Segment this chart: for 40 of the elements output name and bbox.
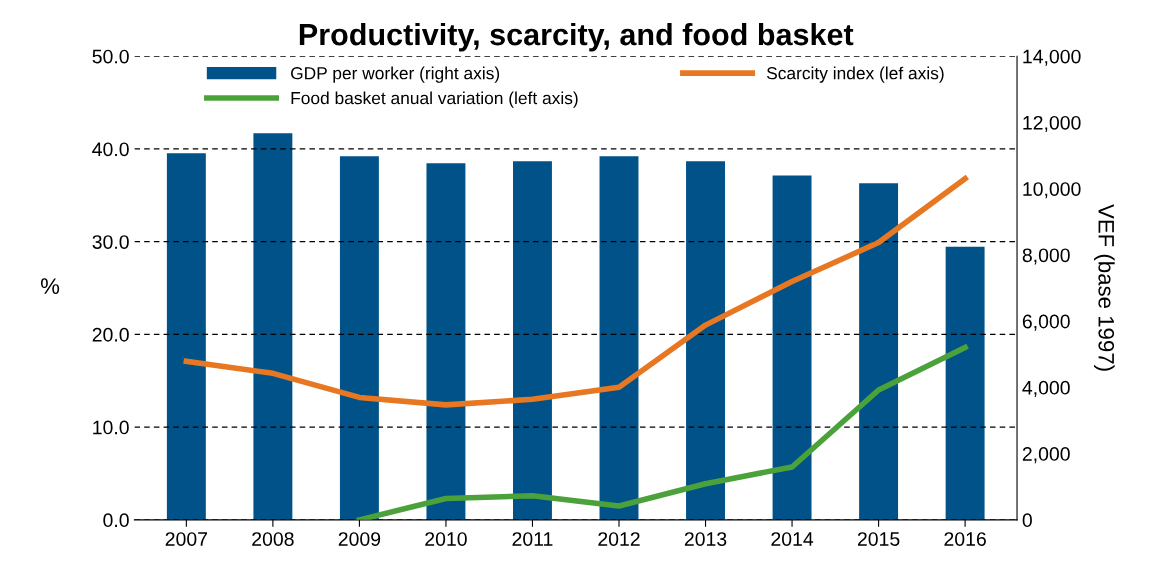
y-tick-label: 40.0 bbox=[92, 142, 129, 157]
bar bbox=[513, 161, 552, 520]
legend-label: Food basket anual variation (left axis) bbox=[291, 91, 578, 108]
bar bbox=[772, 175, 812, 520]
legend-label: GDP per worker (right axis) bbox=[291, 66, 500, 83]
y2-tick-label: 2,000 bbox=[1022, 447, 1070, 464]
x-tick-label: 2014 bbox=[771, 532, 814, 546]
legend-label: Scarcity index (lef axis) bbox=[766, 66, 944, 83]
x-tick-label: 2011 bbox=[512, 532, 553, 546]
bar bbox=[253, 133, 293, 520]
y-axis-title: % bbox=[40, 278, 60, 294]
y2-tick-label: 0 bbox=[1022, 513, 1032, 528]
y2-tick-label: 12,000 bbox=[1023, 115, 1081, 132]
bar bbox=[686, 161, 725, 520]
x-tick-label: 2012 bbox=[598, 532, 640, 546]
y2-axis-title: VEF (base 1997) bbox=[1093, 204, 1115, 371]
x-tick-label: 2015 bbox=[857, 532, 900, 546]
y-tick-label: 50.0 bbox=[92, 49, 129, 64]
x-tick-label: 2016 bbox=[944, 532, 986, 546]
x-tick-label: 2013 bbox=[684, 532, 727, 546]
bar bbox=[339, 156, 379, 520]
y2-tick-label: 14,000 bbox=[1023, 49, 1081, 66]
x-tick-label: 2010 bbox=[425, 532, 467, 546]
x-tick-label: 2008 bbox=[252, 532, 294, 546]
y-tick-label: 10.0 bbox=[93, 420, 129, 435]
bar bbox=[426, 163, 466, 520]
x-tick-label: 2007 bbox=[165, 532, 208, 546]
y2-tick-label: 8,000 bbox=[1022, 248, 1070, 265]
y2-tick-label: 4,000 bbox=[1022, 380, 1070, 397]
bar bbox=[599, 156, 639, 520]
x-tick-label: 2009 bbox=[338, 532, 381, 546]
y2-tick-label: 6,000 bbox=[1022, 314, 1070, 331]
y2-tick-label: 10,000 bbox=[1023, 182, 1081, 199]
bar bbox=[859, 183, 899, 520]
bar bbox=[166, 153, 206, 520]
y-tick-label: 30.0 bbox=[92, 235, 129, 249]
y-tick-label: 0.0 bbox=[103, 513, 129, 528]
y-tick-label: 20.0 bbox=[92, 327, 129, 342]
chart-title: Productivity, scarcity, and food basket bbox=[299, 22, 854, 52]
bar bbox=[945, 246, 985, 520]
